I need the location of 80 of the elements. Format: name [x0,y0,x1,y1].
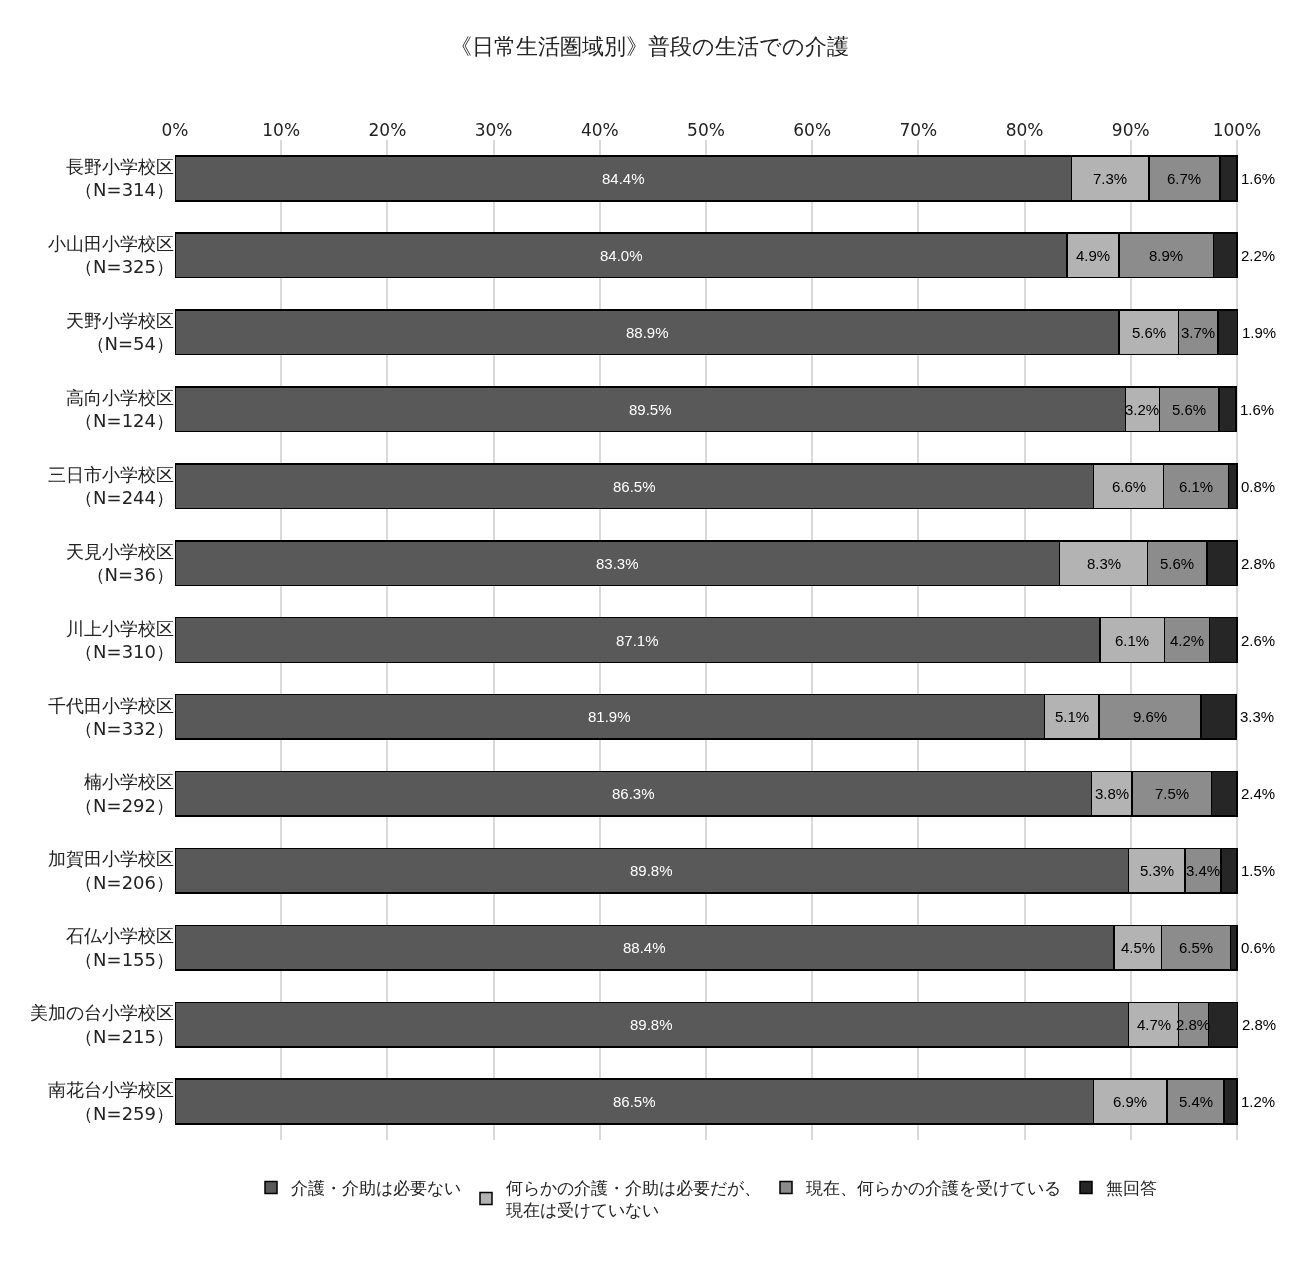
data-label: 6.5% [1179,939,1214,956]
data-label: 84.0% [600,247,643,264]
x-tick-label: 30% [474,119,513,140]
data-label: 4.9% [1076,247,1111,264]
y-tick-label: 三日市小学校区（N=244） [48,463,174,509]
y-tick-label: 小山田小学校区（N=325） [48,232,174,278]
data-label: 87.1% [616,632,659,649]
data-label: 1.6% [1240,401,1275,418]
data-label: 2.8% [1242,1016,1277,1033]
data-label: 6.1% [1179,478,1214,495]
data-label: 0.8% [1241,478,1276,495]
data-label: 4.2% [1170,632,1205,649]
data-label: 4.5% [1121,939,1156,956]
data-label: 84.4% [602,170,645,187]
data-label: 5.6% [1132,324,1167,341]
x-tick-label: 10% [262,119,301,140]
y-tick-label: 天野小学校区（N=54） [66,309,174,355]
data-label: 3.3% [1240,708,1275,725]
data-label: 5.3% [1140,862,1175,879]
y-tick-label: 千代田小学校区（N=332） [48,694,174,739]
x-tick-label: 70% [899,119,938,140]
data-label: 86.5% [613,478,656,495]
x-tick-label: 60% [793,119,832,140]
y-tick-label: 楠小学校区（N=292） [75,771,174,816]
legend-label: 現在、何らかの介護を受けている [806,1178,1061,1199]
data-label: 83.3% [596,555,639,572]
data-label: 6.1% [1115,632,1150,649]
data-label: 5.6% [1172,401,1207,418]
data-label: 9.6% [1133,708,1168,725]
data-label: 2.4% [1241,785,1276,802]
legend-label: 何らかの介護・介助は必要だが、現在は受けていない [506,1178,761,1221]
chart-title: 《日常生活圏域別》普段の生活での介護 [449,33,849,59]
data-label: 6.6% [1112,478,1147,495]
data-label: 2.2% [1241,247,1276,264]
legend-label: 介護・介助は必要ない [291,1178,461,1199]
data-label: 3.8% [1095,785,1130,802]
data-label: 3.2% [1125,401,1160,418]
x-tick-label: 90% [1111,119,1150,140]
data-label: 0.6% [1241,939,1276,956]
data-label: 7.3% [1093,170,1128,187]
data-label: 6.7% [1167,170,1202,187]
data-label: 7.5% [1155,785,1190,802]
x-tick-label: 80% [1005,119,1044,140]
data-label: 88.4% [623,939,666,956]
y-tick-label: 高向小学校区（N=124） [66,386,174,432]
data-label: 88.9% [626,324,669,341]
data-label: 89.5% [629,401,672,418]
x-tick-label: 100% [1212,119,1262,140]
data-label: 6.9% [1113,1093,1148,1110]
data-label: 3.4% [1186,862,1221,879]
data-label: 81.9% [588,708,631,725]
x-tick-label: 40% [580,119,619,140]
legend-label: 無回答 [1106,1178,1157,1199]
x-tick-label: 50% [687,119,725,140]
y-tick-label: 天見小学校区（N=36） [66,540,174,586]
data-label: 5.4% [1179,1093,1214,1110]
data-label: 5.1% [1055,708,1090,725]
y-tick-label: 石仏小学校区（N=155） [66,925,174,970]
data-label: 2.6% [1241,632,1276,649]
y-tick-label: 加賀田小学校区（N=206） [48,848,174,893]
y-tick-label: 長野小学校区（N=314） [66,156,174,201]
data-label: 1.6% [1241,170,1276,187]
data-label: 1.9% [1242,324,1277,341]
data-label: 3.7% [1181,324,1216,341]
data-label: 2.8% [1241,555,1276,572]
data-label: 4.7% [1137,1016,1172,1033]
data-label: 89.8% [630,862,673,879]
data-label: 86.5% [613,1093,656,1110]
x-tick-label: 20% [368,119,407,140]
data-label: 5.6% [1160,555,1195,572]
data-label: 89.8% [630,1016,673,1033]
data-label: 1.5% [1241,862,1276,879]
data-label: 1.2% [1241,1093,1276,1110]
data-label: 8.3% [1087,555,1122,572]
y-tick-label: 南花台小学校区（N=259） [48,1079,174,1124]
data-label: 86.3% [612,785,655,802]
x-tick-label: 0% [161,119,189,140]
data-label: 8.9% [1149,247,1184,264]
y-tick-label: 川上小学校区（N=310） [66,617,174,662]
y-tick-label: 美加の台小学校区（N=215） [30,1002,174,1047]
